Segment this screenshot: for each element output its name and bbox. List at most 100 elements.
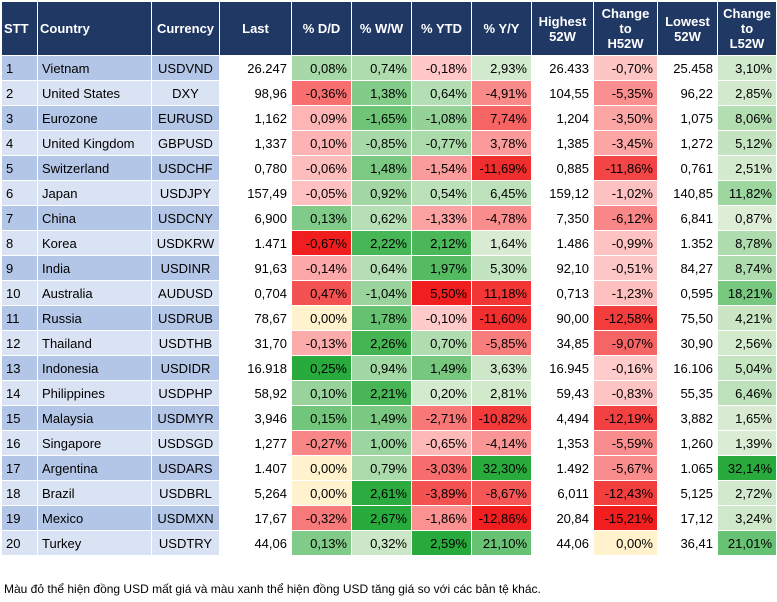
table-cell: 1.492 (531, 455, 594, 481)
table-cell: India (37, 255, 152, 281)
table-row: 17 Argentina USDARS 1.407 0,00% 0,79% -3,03% 32… (1, 455, 777, 481)
table-cell: 1,97% (411, 255, 472, 281)
table-cell: 1,075 (657, 105, 718, 131)
table-cell: 0,10% (291, 380, 352, 406)
table-cell: -5,67% (593, 455, 658, 481)
table-row: 9 India USDINR 91,63 -0,14% 0,64% 1,97% 5,30% 92… (1, 255, 777, 281)
table-cell: -11,86% (593, 155, 658, 181)
table-cell: 0,08% (291, 55, 352, 81)
table-cell: -1,65% (351, 105, 412, 131)
table-cell: 2,72% (717, 480, 777, 506)
table-cell: 90,00 (531, 305, 594, 331)
table-cell: 26.247 (219, 55, 292, 81)
table-cell: 0,13% (291, 530, 352, 556)
table-cell: 1,277 (219, 430, 292, 456)
table-row: 2 United States DXY 98,96 -0,36% 1,38% 0,64% -4… (1, 80, 777, 106)
table-cell: 7,74% (471, 105, 532, 131)
table-cell: USDJPY (151, 180, 220, 206)
table-cell: -5,85% (471, 330, 532, 356)
table-cell: USDVND (151, 55, 220, 81)
table-cell: -12,43% (593, 480, 658, 506)
table-cell: 6,841 (657, 205, 718, 231)
table-cell: 1,337 (219, 130, 292, 156)
table-cell: USDMYR (151, 405, 220, 431)
table-cell: -4,91% (471, 80, 532, 106)
table-cell: -0,06% (291, 155, 352, 181)
table-cell: 92,10 (531, 255, 594, 281)
table-cell: 18 (1, 480, 38, 506)
table-cell: 91,63 (219, 255, 292, 281)
table-cell: USDRUB (151, 305, 220, 331)
fx-table: STT Country Currency Last% D/D% W/W% YTD% Y… (1, 1, 777, 556)
table-cell: 1.486 (531, 230, 594, 256)
table-cell: 0,32% (351, 530, 412, 556)
table-cell: 0,74% (351, 55, 412, 81)
table-cell: -1,54% (411, 155, 472, 181)
table-cell: 159,12 (531, 180, 594, 206)
table-cell: 2,93% (471, 55, 532, 81)
column-header: Highest 52W (531, 1, 594, 56)
table-cell: USDCNY (151, 205, 220, 231)
table-cell: -0,85% (351, 130, 412, 156)
table-cell: USDSGD (151, 430, 220, 456)
table-cell: 44,06 (219, 530, 292, 556)
table-cell: 3,946 (219, 405, 292, 431)
table-cell: 3,24% (717, 505, 777, 531)
table-cell: 1,204 (531, 105, 594, 131)
table-cell: 14 (1, 380, 38, 406)
table-cell: 0,64% (351, 255, 412, 281)
header-row: STT Country Currency Last% D/D% W/W% YTD% Y… (1, 1, 777, 56)
table-cell: USDTHB (151, 330, 220, 356)
table-cell: 31,70 (219, 330, 292, 356)
table-cell: 16.918 (219, 355, 292, 381)
table-cell: 4,494 (531, 405, 594, 431)
column-header: % YTD (411, 1, 472, 56)
table-cell: Singapore (37, 430, 152, 456)
table-row: 14 Philippines USDPHP 58,92 0,10% 2,21% 0,20% 2… (1, 380, 777, 406)
table-row: 6 Japan USDJPY 157,49 -0,05% 0,92% 0,54% 6,45% 1… (1, 180, 777, 206)
table-cell: 0,15% (291, 405, 352, 431)
table-cell: -3,50% (593, 105, 658, 131)
table-cell: 0,47% (291, 280, 352, 306)
table-cell: 3,882 (657, 405, 718, 431)
table-cell: -0,27% (291, 430, 352, 456)
table-cell: 5 (1, 155, 38, 181)
table-cell: 6 (1, 180, 38, 206)
table-row: 13 Indonesia USDIDR 16.918 0,25% 0,94% 1,49% 3,… (1, 355, 777, 381)
table-cell: 3,10% (717, 55, 777, 81)
table-cell: Australia (37, 280, 152, 306)
table-cell: USDPHP (151, 380, 220, 406)
table-cell: 0,761 (657, 155, 718, 181)
table-cell: AUDUSD (151, 280, 220, 306)
table-cell: 19 (1, 505, 38, 531)
table-cell: 0,00% (291, 480, 352, 506)
table-cell: 1,78% (351, 305, 412, 331)
table-cell: 0,10% (291, 130, 352, 156)
table-cell: -4,14% (471, 430, 532, 456)
table-cell: 8,06% (717, 105, 777, 131)
table-cell: 30,90 (657, 330, 718, 356)
table-cell: 8,78% (717, 230, 777, 256)
table-cell: 0,00% (593, 530, 658, 556)
table-cell: 2 (1, 80, 38, 106)
table-cell: -5,35% (593, 80, 658, 106)
footnote: Màu đỏ thể hiện đồng USD mất giá và màu … (4, 582, 541, 596)
table-cell: 6,46% (717, 380, 777, 406)
table-cell: 0,713 (531, 280, 594, 306)
table-cell: 8,74% (717, 255, 777, 281)
table-cell: 1,162 (219, 105, 292, 131)
table-cell: -0,18% (411, 55, 472, 81)
table-cell: USDKRW (151, 230, 220, 256)
table-cell: -12,86% (471, 505, 532, 531)
table-cell: 2,21% (351, 380, 412, 406)
table-cell: USDCHF (151, 155, 220, 181)
table-cell: -11,69% (471, 155, 532, 181)
table-cell: 1,38% (351, 80, 412, 106)
table-cell: Argentina (37, 455, 152, 481)
table-cell: 78,67 (219, 305, 292, 331)
table-cell: 20 (1, 530, 38, 556)
table-cell: 17 (1, 455, 38, 481)
table-cell: -1,86% (411, 505, 472, 531)
table-cell: 0,780 (219, 155, 292, 181)
table-cell: 26.433 (531, 55, 594, 81)
